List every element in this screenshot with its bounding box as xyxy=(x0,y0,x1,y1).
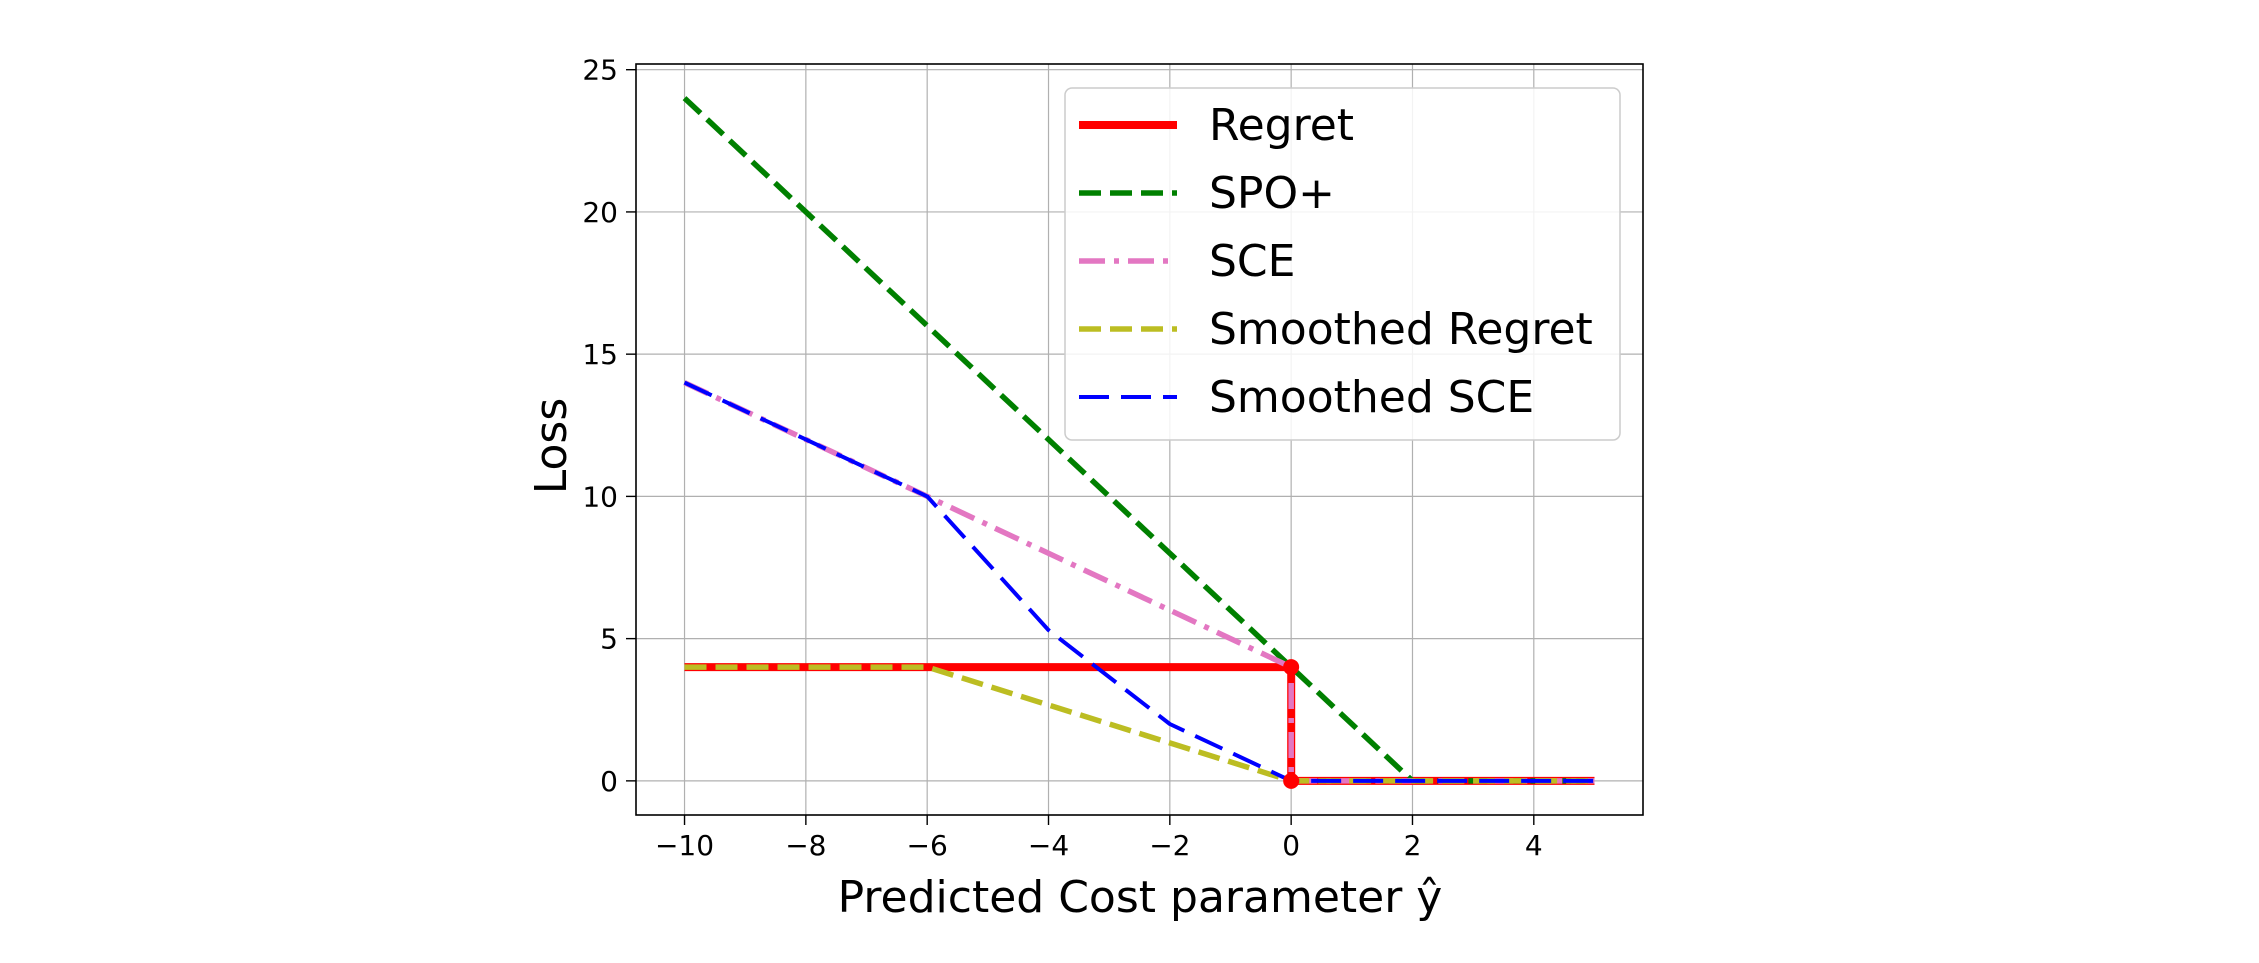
series-sce-line xyxy=(683,380,1595,784)
x-axis-label: Predicted Cost parameter ŷ xyxy=(838,872,1443,923)
y-axis-label: Loss xyxy=(526,398,577,495)
series-smoothed-regret-line xyxy=(684,664,1595,784)
y-tick-label: 5 xyxy=(600,623,618,656)
x-tick-label: −10 xyxy=(655,829,714,862)
x-tick-label: −4 xyxy=(1028,829,1069,862)
y-tick-label: 25 xyxy=(582,54,618,87)
x-tick-label: −2 xyxy=(1149,829,1190,862)
legend-label: Regret xyxy=(1209,100,1354,151)
x-tick-label: −8 xyxy=(785,829,826,862)
x-tick-label: 4 xyxy=(1525,829,1543,862)
legend-box xyxy=(1064,87,1621,441)
legend-label: SCE xyxy=(1209,236,1295,287)
point-markers xyxy=(1283,659,1300,789)
axis-ticks: −10 −8 −6 −4 −2 0 2 4 0 5 10 15 20 25 xyxy=(582,54,1542,862)
y-tick-label: 10 xyxy=(582,480,618,513)
x-tick-label: 2 xyxy=(1404,829,1422,862)
y-tick-label: 20 xyxy=(582,196,618,229)
point-marker xyxy=(1283,772,1300,789)
legend-label: SPO+ xyxy=(1209,168,1335,219)
point-marker xyxy=(1283,659,1300,676)
series-lines xyxy=(682,96,1595,785)
y-tick-label: 15 xyxy=(582,338,618,371)
legend-label: Smoothed SCE xyxy=(1209,372,1534,423)
x-tick-label: −6 xyxy=(907,829,948,862)
axes-frame xyxy=(635,63,1644,816)
series-regret-line xyxy=(684,663,1595,785)
legend-label: Smoothed Regret xyxy=(1209,304,1593,355)
series-smoothed-sce-line xyxy=(683,380,1595,783)
x-tick-label: 0 xyxy=(1282,829,1300,862)
y-tick-label: 0 xyxy=(600,765,618,798)
legend: Regret SPO+ SCE Smoothed Regret Smoothed SCE xyxy=(1064,87,1621,441)
